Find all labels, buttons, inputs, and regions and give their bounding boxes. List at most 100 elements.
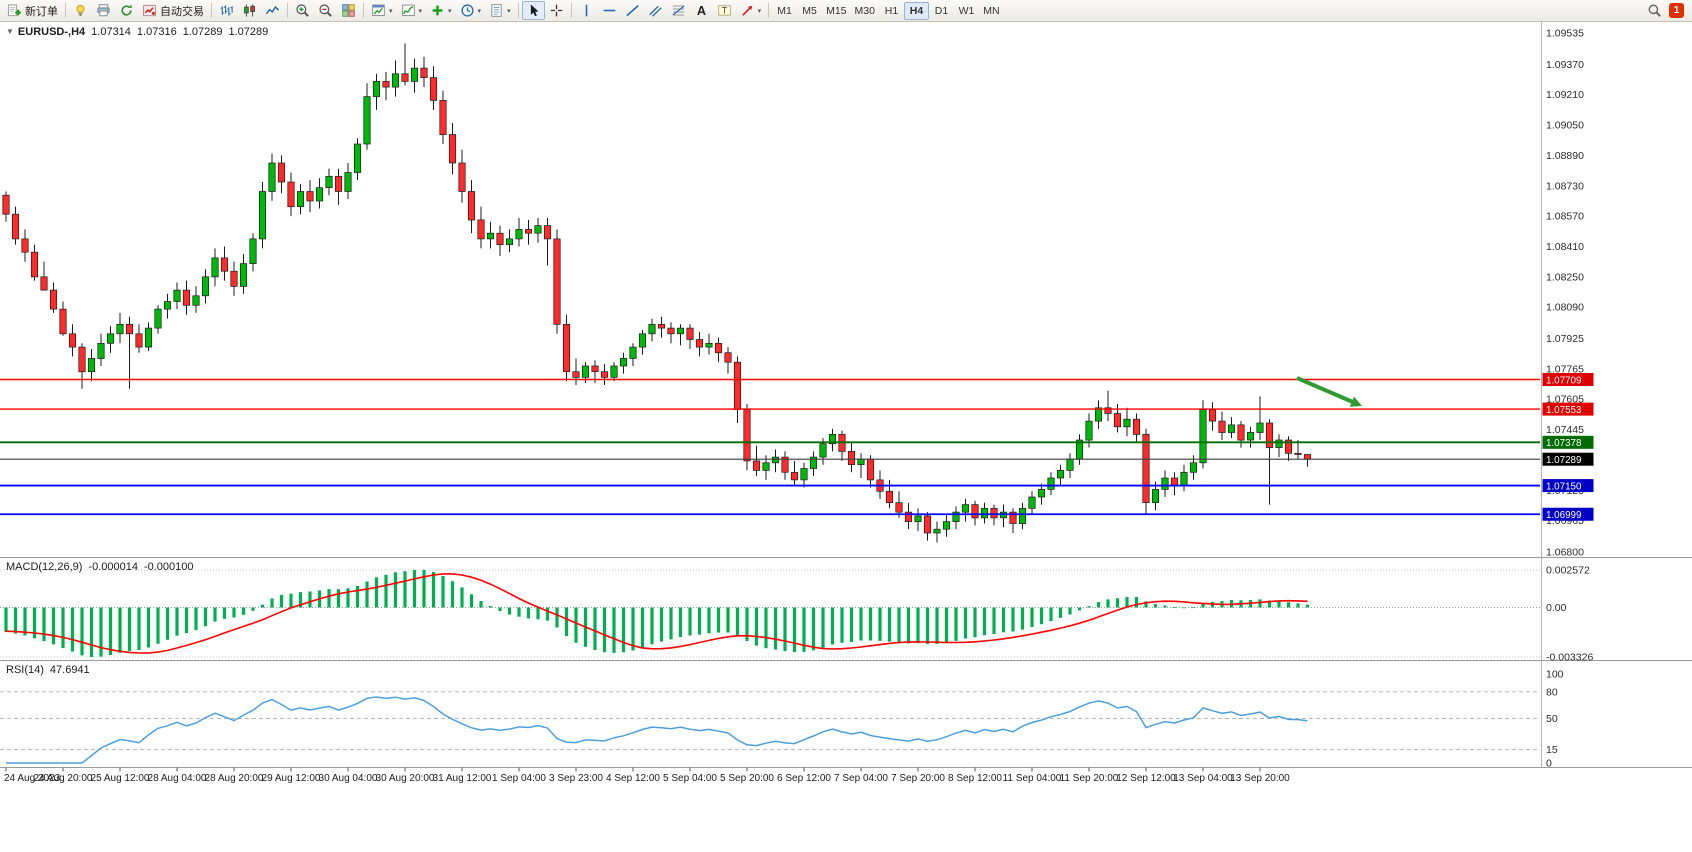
toolbar-separator — [65, 3, 66, 18]
rsi-indicator-label: RSI(14) 47.6941 — [6, 664, 90, 676]
svg-text:13 Sep 04:00: 13 Sep 04:00 — [1173, 773, 1233, 784]
timeframe-d1-button[interactable]: D1 — [934, 4, 949, 17]
svg-text:29 Aug 12:00: 29 Aug 12:00 — [262, 773, 321, 784]
refresh-button[interactable] — [115, 1, 138, 20]
arrows-button[interactable]: ▾ — [736, 1, 766, 20]
auto-trading-button[interactable]: 自动交易 — [138, 1, 208, 20]
timeframe-w1-button[interactable]: W1 — [958, 4, 975, 17]
timeframe-m1-button[interactable]: M1 — [777, 4, 792, 17]
refresh-icon — [119, 3, 134, 18]
notification-badge[interactable]: 1 — [1669, 3, 1684, 18]
add-indicator-button[interactable]: ▾ — [426, 1, 456, 20]
dropdown-caret-icon[interactable]: ▾ — [389, 7, 393, 15]
rsi-value: 47.6941 — [49, 664, 90, 676]
indicators-button[interactable]: ▾ — [397, 1, 427, 20]
candlestick-chart-button[interactable] — [238, 1, 261, 20]
svg-text:1.09050: 1.09050 — [1546, 120, 1584, 132]
periods-button[interactable]: ▾ — [456, 1, 486, 20]
lamp-icon — [73, 3, 88, 18]
timeframe-h4-button[interactable]: H4 — [903, 1, 929, 20]
collapse-panel-icon[interactable]: ▼ — [6, 27, 14, 36]
svg-text:0.00: 0.00 — [1546, 602, 1567, 614]
symbol-info: ▼ EURUSD-,H4 1.07314 1.07316 1.07289 1.07289 — [6, 26, 268, 38]
price-tag-1.07709: 1.07709 — [1542, 373, 1594, 386]
macd-main-value: -0.000014 — [88, 561, 138, 573]
bar-chart-button[interactable] — [215, 1, 238, 20]
svg-text:1.08250: 1.08250 — [1546, 271, 1584, 283]
tile-windows-button[interactable] — [337, 1, 360, 20]
svg-text:1.08570: 1.08570 — [1546, 211, 1584, 223]
svg-text:28 Aug 20:00: 28 Aug 20:00 — [205, 773, 264, 784]
dropdown-caret-icon[interactable]: ▾ — [477, 7, 482, 15]
rsi-name: RSI(14) — [6, 664, 44, 676]
arrow-annotation[interactable] — [1296, 376, 1362, 407]
svg-text:28 Aug 04:00: 28 Aug 04:00 — [148, 773, 207, 784]
price-axis[interactable]: 1.09535 1.09370 1.09210 1.09050 1.08890 1.087… — [1546, 28, 1584, 559]
svg-text:1.07553: 1.07553 — [1546, 405, 1582, 416]
candlestick-series — [2, 43, 1312, 543]
svg-text:1.07925: 1.07925 — [1546, 333, 1584, 345]
dropdown-caret-icon[interactable]: ▾ — [757, 7, 762, 15]
svg-text:7 Sep 04:00: 7 Sep 04:00 — [834, 773, 888, 784]
svg-text:1.09535: 1.09535 — [1546, 28, 1584, 40]
template-icon — [489, 3, 504, 18]
timeframe-m30-button[interactable]: M30 — [854, 4, 875, 17]
svg-text:31 Aug 12:00: 31 Aug 12:00 — [433, 773, 492, 784]
text-label-icon: T — [717, 3, 732, 18]
tile-windows-icon — [341, 3, 356, 18]
svg-text:6 Sep 12:00: 6 Sep 12:00 — [777, 773, 831, 784]
symbol-timeframe-label: EURUSD-,H4 — [17, 26, 86, 38]
text-button[interactable]: A — [690, 1, 713, 20]
search-icon[interactable] — [1647, 3, 1662, 18]
horizontal-line-button[interactable] — [598, 1, 621, 20]
svg-text:4 Sep 12:00: 4 Sep 12:00 — [606, 773, 660, 784]
svg-text:25 Aug 12:00: 25 Aug 12:00 — [91, 773, 150, 784]
channel-icon — [648, 3, 663, 18]
arrow-icon — [740, 3, 755, 18]
new-order-icon — [7, 3, 22, 18]
print-button[interactable] — [92, 1, 115, 20]
svg-text:24 Aug 2023: 24 Aug 2023 — [4, 773, 61, 784]
svg-text:11 Sep 04:00: 11 Sep 04:00 — [1003, 773, 1062, 784]
vertical-line-button[interactable] — [575, 1, 598, 20]
equidistant-channel-button[interactable] — [644, 1, 667, 20]
toolbar-right: 1 — [1647, 3, 1689, 18]
new-chart-button[interactable]: ▾ — [367, 1, 397, 20]
fibonacci-button[interactable] — [667, 1, 690, 20]
auto-trading-icon — [142, 3, 157, 18]
clock-icon — [460, 3, 475, 18]
plus-icon — [430, 3, 445, 18]
ohlc-close-value: 1.07289 — [228, 26, 269, 38]
new-order-button[interactable]: 新订单 — [3, 1, 62, 20]
dropdown-caret-icon[interactable]: ▾ — [507, 7, 511, 15]
vertical-line-icon — [579, 3, 594, 18]
dropdown-caret-icon[interactable]: ▾ — [418, 7, 423, 15]
svg-text:0.002572: 0.002572 — [1546, 565, 1590, 577]
zoom-in-button[interactable] — [291, 1, 314, 20]
macd-name: MACD(12,26,9) — [6, 561, 83, 573]
toolbar-separator — [517, 3, 519, 18]
templates-button[interactable]: ▾ — [485, 1, 515, 20]
text-label-button[interactable]: T — [713, 1, 736, 20]
svg-text:1.07445: 1.07445 — [1546, 424, 1584, 436]
timeframe-m15-button[interactable]: M15 — [826, 4, 847, 17]
line-chart-button[interactable] — [261, 1, 284, 20]
price-tag-1.07553: 1.07553 — [1542, 402, 1594, 416]
candlestick-icon — [242, 3, 257, 18]
svg-text:80: 80 — [1546, 686, 1558, 698]
timeframe-m5-button[interactable]: M5 — [802, 4, 817, 17]
auto-trading-button-label: 自动交易 — [160, 5, 204, 18]
dropdown-caret-icon[interactable]: ▾ — [448, 7, 452, 15]
cursor-button[interactable] — [521, 1, 545, 20]
metaeditor-button[interactable] — [69, 1, 92, 20]
chart-canvas[interactable]: 1.09535 1.09370 1.09210 1.09050 1.08890 1.087… — [0, 22, 1692, 852]
svg-text:15: 15 — [1546, 744, 1558, 756]
crosshair-icon — [549, 3, 564, 18]
timeframe-h1-button[interactable]: H1 — [884, 4, 899, 17]
crosshair-button[interactable] — [545, 1, 568, 20]
svg-text:5 Sep 20:00: 5 Sep 20:00 — [720, 773, 774, 784]
zoom-out-button[interactable] — [314, 1, 337, 20]
timeframe-mn-button[interactable]: MN — [983, 4, 1000, 17]
trendline-button[interactable] — [621, 1, 644, 20]
